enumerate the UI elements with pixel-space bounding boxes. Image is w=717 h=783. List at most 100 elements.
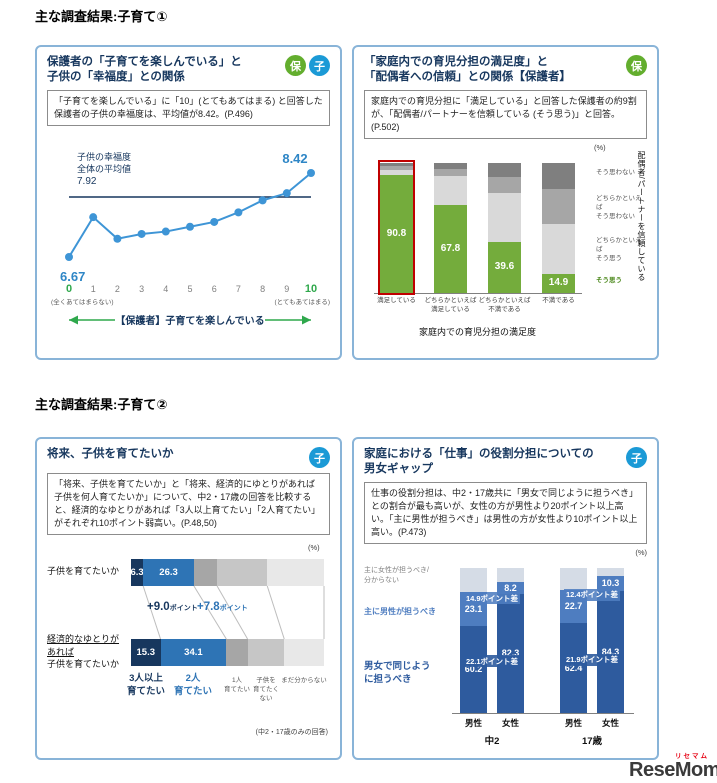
chart-note: (中2・17歳のみの回答) bbox=[255, 729, 328, 737]
diff-male-band: 12.4ポイント差 bbox=[564, 588, 620, 601]
child-badge: 子 bbox=[626, 447, 647, 468]
row-label-line: あれば bbox=[47, 646, 75, 657]
legend-line: まだ分からない bbox=[281, 677, 327, 685]
segment-value: 62.4 bbox=[564, 662, 583, 673]
panel2-title-line2: 「配偶者への信頼」との関係【保護者】 bbox=[364, 70, 571, 83]
hbar-value: 34.1 bbox=[184, 647, 203, 659]
panel-future-child-raising: 将来、子供を育てたいか 子 「将来、子供を育てたいか」と「将来、経済的にゆとりが… bbox=[35, 437, 342, 760]
panel1-description: 「子育てを楽しんでいる」に「10」(とてもあてはまる) と回答した保護者の子供の… bbox=[47, 89, 330, 126]
x-tick-7: 7 bbox=[236, 284, 241, 294]
unit-label: (%) bbox=[635, 548, 647, 558]
gender-label: 女性 bbox=[601, 718, 619, 729]
bar3-segment-3 bbox=[542, 163, 575, 190]
x-tick-0: 0 bbox=[66, 283, 72, 295]
segment-value: 10.3 bbox=[601, 578, 620, 589]
equal-segment: 62.4 bbox=[560, 622, 587, 714]
x-tick-1: 1 bbox=[91, 284, 96, 294]
hbar-row0-seg-2 bbox=[193, 559, 218, 587]
legend-item-2: どちらかといえば そう思う bbox=[596, 237, 647, 263]
category-label-1: どちらかといえば 満足している bbox=[422, 297, 479, 315]
hbar-row1-seg-0: 15.3 bbox=[131, 639, 161, 667]
legend-line: ない bbox=[259, 694, 273, 702]
group-label: 中2 bbox=[484, 736, 500, 748]
panel3-title: 将来、子供を育てたいか bbox=[47, 448, 174, 460]
panel4-description: 仕事の役割分担は、中2・17歳共に「男女で同じように担うべき」との割合が最も高い… bbox=[364, 481, 647, 545]
diff-equal-band: 21.9ポイント差 bbox=[564, 653, 620, 666]
category-label-2: どちらかといえば 不満である bbox=[476, 297, 533, 315]
panel4-title-line1: 家庭における「仕事」の役割分担についての bbox=[364, 448, 594, 460]
data-point-6 bbox=[210, 217, 219, 226]
bar-value-label: 90.8 bbox=[386, 227, 407, 239]
axis-title-bg bbox=[115, 311, 265, 328]
bar3-segment-1 bbox=[542, 224, 575, 274]
data-point-7 bbox=[234, 208, 243, 217]
x-tick-3: 3 bbox=[139, 284, 144, 294]
hbar-row1-seg-1: 34.1 bbox=[160, 639, 227, 667]
panel4-title: 家庭における「仕事」の役割分担についての 男女ギャップ bbox=[364, 447, 594, 477]
data-point-4 bbox=[161, 227, 170, 236]
row-label-line: 子供を育てたいか bbox=[47, 566, 120, 577]
panel3-badges: 子 bbox=[309, 447, 330, 468]
panel1-header: 保護者の「子育てを楽しんでいる」と 子供の「幸福度」との関係 保 子 bbox=[47, 55, 330, 85]
hbar-value: 26.3 bbox=[159, 567, 178, 579]
satisfaction-stacked-bar-chart: (%) 90.8 満足している 67.8 どちらかといえば 満足している 39.6 どちらかと… bbox=[364, 143, 647, 351]
diff-suffix: ポイント bbox=[169, 605, 198, 613]
bar0-segment-3 bbox=[380, 163, 413, 167]
data-point-1 bbox=[89, 213, 98, 222]
section1-title: 主な調査結果:子育て① bbox=[35, 9, 168, 24]
logo-text: ReseMom bbox=[629, 759, 717, 781]
category-line: 不満である bbox=[542, 297, 575, 305]
child-badge: 子 bbox=[309, 55, 330, 76]
panel-childcare-satisfaction-trust: 「家庭内での育児分担の満足度」と 「配偶者への信頼」との関係【保護者】 保 家庭… bbox=[352, 45, 659, 360]
connector-line-3 bbox=[266, 586, 285, 640]
legend-line: どちらかといえば bbox=[596, 195, 642, 211]
legend-item-0: そう思わない bbox=[596, 169, 635, 178]
hbar-row1-seg-3 bbox=[247, 639, 285, 667]
future-children-hbar-chart: (%) 子供を育てたいか 6.3 26.3 経済的なゆとりが あれば 子供を育てたいか 15.… bbox=[47, 539, 330, 744]
x-tick-5: 5 bbox=[187, 284, 192, 294]
axis-baseline bbox=[374, 293, 582, 295]
average-label-line: 子供の幸福度 bbox=[77, 151, 131, 162]
panel2-title-line1: 「家庭内での育児分担の満足度」と bbox=[364, 56, 548, 68]
legend-line: 1人 bbox=[231, 677, 243, 685]
row-label-1: 経済的なゆとりが あれば子供を育てたいか bbox=[47, 633, 125, 671]
panel1-title-line1: 保護者の「子育てを楽しんでいる」と bbox=[47, 56, 242, 68]
segment-value: 8.2 bbox=[504, 582, 517, 593]
row-label-line: 経済的なゆとりが bbox=[47, 634, 120, 645]
legend-line: 分からない bbox=[364, 576, 399, 584]
bar2-segment-0: 39.6 bbox=[488, 241, 521, 293]
connector-line-1 bbox=[193, 585, 227, 640]
happiness-line-chart: 子供の幸福度 全体の平均値 7.92 6.67 8.42 0 1 2 3 4 5 6 7 8 9 10 (全くあ… bbox=[47, 134, 330, 336]
row-label-line: 子供を育てたいか bbox=[47, 659, 120, 670]
hbar-row1-seg-2 bbox=[226, 639, 248, 667]
hbar-value: 6.3 bbox=[130, 567, 144, 579]
other-segment bbox=[497, 568, 524, 582]
x-min-note: (全くあてはまらない) bbox=[51, 297, 114, 306]
panel4-header: 家庭における「仕事」の役割分担についての 男女ギャップ 子 bbox=[364, 447, 647, 477]
x-tick-8: 8 bbox=[260, 284, 265, 294]
hbar-row0-seg-0: 6.3 bbox=[130, 559, 144, 587]
data-point-10 bbox=[307, 168, 315, 177]
legend-item-4: まだ分からない bbox=[272, 677, 336, 686]
resemom-logo[interactable]: リセマム ReseMom bbox=[629, 750, 717, 781]
panel-enjoy-parenting-happiness: 保護者の「子育てを楽しんでいる」と 子供の「幸福度」との関係 保 子 「子育てを… bbox=[35, 45, 342, 360]
category-line: 満足している bbox=[377, 297, 416, 305]
legend-item-3: 子供を 育てたく ない bbox=[248, 677, 284, 703]
work-role-stacked-bar-chart: (%) 主に女性が担うべき/分からない 主に男性が担うべき 男女で同じよう に担うべき 6… bbox=[364, 548, 647, 753]
panel1-title-line2: 子供の「幸福度」との関係 bbox=[47, 70, 185, 83]
connector-svg bbox=[142, 585, 325, 640]
data-point-5 bbox=[186, 222, 194, 231]
legend-line: 2人 bbox=[185, 673, 201, 685]
equal-segment: 82.3 bbox=[497, 593, 524, 714]
legend-line: そう思わない bbox=[596, 169, 635, 177]
hbar-row0-seg-1: 26.3 bbox=[143, 559, 194, 587]
legend-line: そう思う bbox=[596, 254, 622, 262]
panel3-header: 将来、子供を育てたいか 子 bbox=[47, 447, 330, 468]
diff-annotation-1: +7.8ポイント bbox=[197, 597, 248, 615]
last-value-label: 8.42 bbox=[282, 151, 307, 166]
other-segment bbox=[560, 568, 587, 590]
connector-line-2 bbox=[216, 585, 249, 640]
category-line: 満足している bbox=[431, 305, 470, 313]
gender-label: 男性 bbox=[464, 718, 482, 729]
legend-line: 育てたい bbox=[224, 685, 250, 693]
